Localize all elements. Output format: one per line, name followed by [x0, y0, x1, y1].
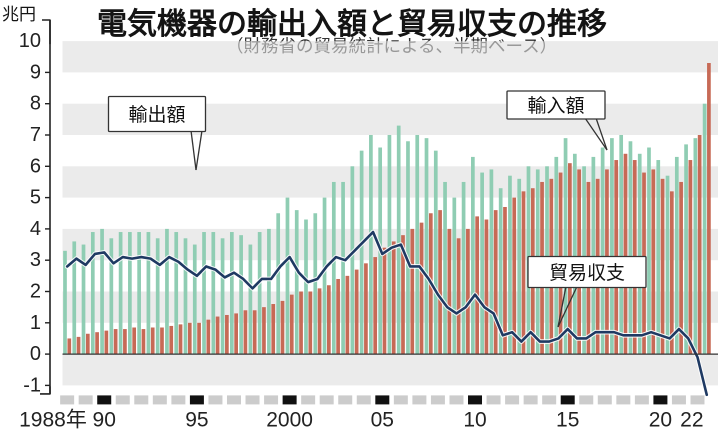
svg-text:5: 5 [30, 187, 41, 209]
svg-text:10: 10 [463, 408, 486, 431]
svg-text:4: 4 [30, 218, 41, 240]
svg-text:6: 6 [30, 155, 41, 177]
svg-text:1: 1 [30, 312, 41, 334]
svg-text:輸出額: 輸出額 [128, 104, 185, 126]
svg-text:90: 90 [93, 408, 116, 431]
svg-text:05: 05 [371, 408, 394, 431]
svg-text:輸入額: 輸入額 [527, 95, 584, 117]
svg-text:22: 22 [680, 408, 703, 431]
svg-text:3: 3 [30, 249, 41, 271]
svg-text:20: 20 [649, 408, 672, 431]
svg-text:-1: -1 [23, 374, 41, 396]
svg-text:15: 15 [556, 408, 579, 431]
svg-text:貿易収支: 貿易収支 [549, 262, 625, 284]
svg-text:2000: 2000 [266, 408, 313, 431]
svg-text:8: 8 [30, 93, 41, 115]
svg-text:1988年: 1988年 [19, 408, 87, 431]
svg-text:2: 2 [30, 281, 41, 303]
svg-text:9: 9 [30, 61, 41, 83]
svg-text:0: 0 [30, 343, 41, 365]
svg-text:兆円: 兆円 [2, 5, 36, 24]
svg-text:95: 95 [185, 408, 208, 431]
svg-text:10: 10 [19, 30, 41, 52]
svg-text:7: 7 [30, 124, 41, 146]
